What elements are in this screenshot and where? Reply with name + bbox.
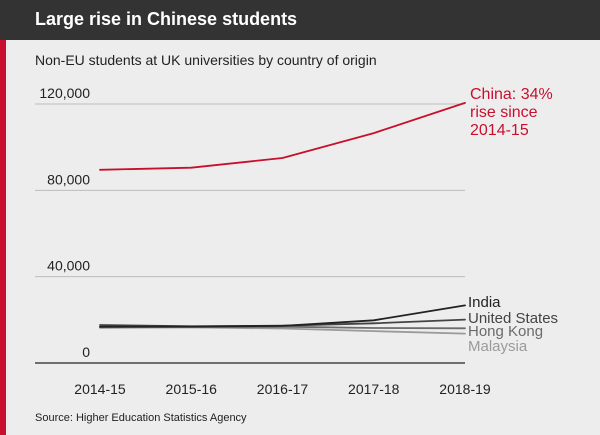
header-bar: Large rise in Chinese students xyxy=(0,0,600,40)
series-label-china: 2014-15 xyxy=(470,122,529,139)
series-line-china xyxy=(99,102,466,171)
y-tick-label: 40,000 xyxy=(47,258,90,274)
y-tick-label: 120,000 xyxy=(39,85,90,101)
series-label-united-states: United States xyxy=(468,310,558,327)
source-note: Source: Higher Education Statistics Agen… xyxy=(35,412,247,424)
series-label-china: rise since xyxy=(470,104,538,121)
x-tick-label: 2017-18 xyxy=(348,381,400,397)
series-label-malaysia: Malaysia xyxy=(468,338,528,355)
x-tick-label: 2018-19 xyxy=(439,381,491,397)
y-tick-label: 0 xyxy=(82,344,90,360)
series-label-hong-kong: Hong Kong xyxy=(468,323,543,340)
x-tick-label: 2016-17 xyxy=(257,381,309,397)
chart-subtitle: Non-EU students at UK universities by co… xyxy=(35,52,377,68)
accent-bar xyxy=(0,0,6,435)
series-label-china: China: 34% xyxy=(470,86,553,103)
series-line-india xyxy=(99,304,466,328)
series-label-india: India xyxy=(468,294,501,311)
chart-title: Large rise in Chinese students xyxy=(35,9,298,29)
y-tick-label: 80,000 xyxy=(47,171,90,187)
x-tick-label: 2015-16 xyxy=(166,381,218,397)
x-tick-label: 2014-15 xyxy=(74,381,126,397)
